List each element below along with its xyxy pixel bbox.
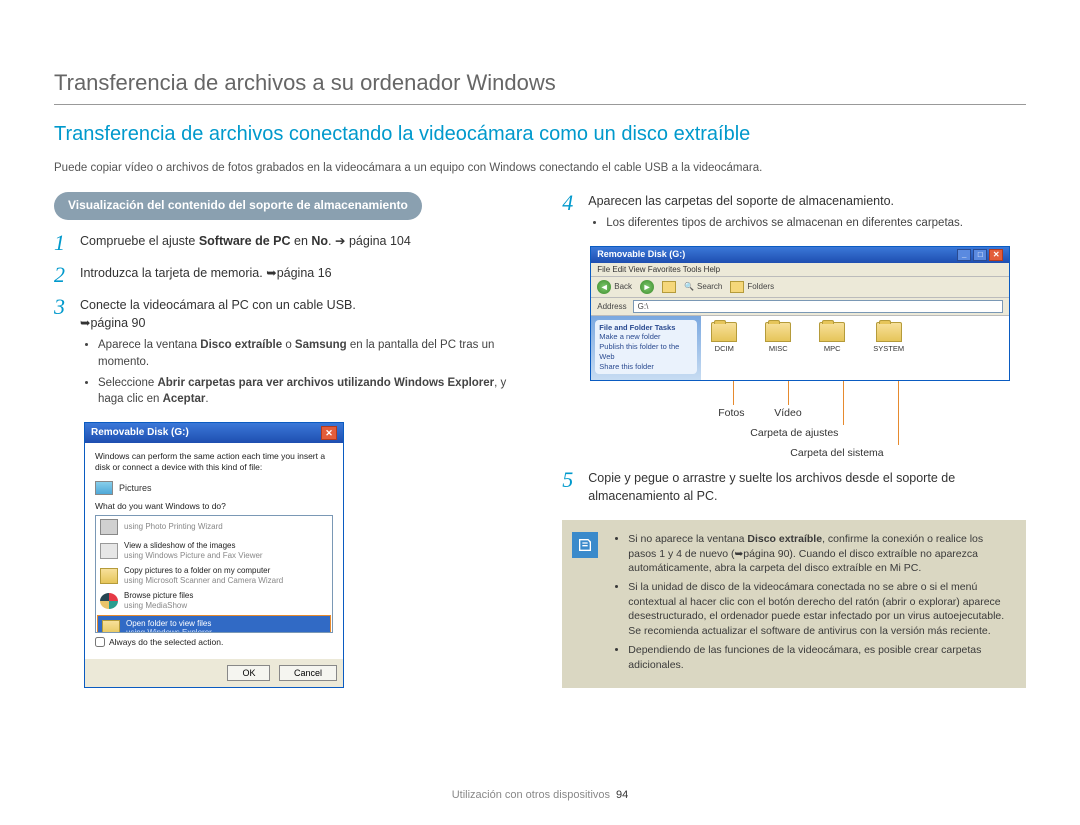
always-do-checkbox[interactable]: Always do the selected action. (95, 633, 333, 651)
copy-icon (100, 568, 118, 584)
ok-button[interactable]: OK (227, 665, 270, 681)
xp-dialog-question: What do you want Windows to do? (95, 501, 333, 511)
subsection-pill: Visualización del contenido del soporte … (54, 192, 422, 220)
xp-action-list[interactable]: using Photo Printing Wizard View a slide… (95, 515, 333, 633)
folder-callouts: Fotos Vídeo Carpeta de ajustes Carpeta d… (590, 381, 1010, 463)
up-button[interactable] (662, 281, 676, 293)
mediashow-icon (100, 593, 118, 609)
maximize-icon[interactable]: □ (973, 249, 987, 261)
explorer-folder-view[interactable]: DCIM MISC MPC SYSTEM (701, 316, 1009, 380)
xp-dialog-title: Removable Disk (G:) (91, 427, 189, 438)
xp-dialog-message: Windows can perform the same action each… (95, 451, 333, 473)
close-icon[interactable]: ✕ (989, 249, 1003, 261)
printer-icon (100, 519, 118, 535)
forward-button[interactable]: ► (640, 280, 654, 294)
step-3-body: Conecte la videocámara al PC con un cabl… (80, 296, 530, 412)
folder-mpc[interactable]: MPC (819, 322, 845, 353)
cancel-button[interactable]: Cancel (279, 665, 337, 681)
step-number-4: 4 (562, 192, 578, 214)
step-4-body: Aparecen las carpetas del soporte de alm… (588, 192, 963, 235)
back-button[interactable]: ◄Back (597, 280, 632, 294)
step-5-body: Copie y pegue o arrastre y suelte los ar… (588, 469, 1026, 507)
search-button[interactable]: 🔍 Search (684, 282, 722, 291)
minimize-icon[interactable]: _ (957, 249, 971, 261)
step-1-body: Compruebe el ajuste Software de PC en No… (80, 232, 411, 251)
step-2-body: Introduzca la tarjeta de memoria. ➥págin… (80, 264, 332, 283)
step-number-5: 5 (562, 469, 578, 491)
explorer-menu[interactable]: File Edit View Favorites Tools Help (591, 263, 1009, 277)
explorer-sidebar: File and Folder Tasks Make a new folder … (591, 316, 701, 380)
step-number-1: 1 (54, 232, 70, 254)
step-number-2: 2 (54, 264, 70, 286)
slideshow-icon (100, 543, 118, 559)
section-title: Transferencia de archivos conectando la … (54, 123, 1026, 146)
explorer-window: Removable Disk (G:) _ □ ✕ File Edit View… (590, 246, 1010, 381)
xp-pictures-label: Pictures (119, 483, 152, 493)
folder-system[interactable]: SYSTEM (873, 322, 904, 353)
address-label: Address (597, 302, 626, 311)
note-icon (572, 532, 598, 558)
pictures-icon (95, 481, 113, 495)
close-icon[interactable]: ✕ (321, 426, 337, 440)
address-input[interactable]: G:\ (633, 300, 1004, 313)
page-footer: Utilización con otros dispositivos94 (0, 789, 1080, 801)
folder-icon (102, 620, 120, 633)
step-number-3: 3 (54, 296, 70, 318)
note-box: Si no aparece la ventana Disco extraíble… (562, 520, 1026, 688)
page-title: Transferencia de archivos a su ordenador… (54, 70, 1026, 105)
explorer-title: Removable Disk (G:) (597, 249, 685, 261)
folder-dcim[interactable]: DCIM (711, 322, 737, 353)
intro-text: Puede copiar vídeo o archivos de fotos g… (54, 160, 1026, 176)
explorer-toolbar: ◄Back ► 🔍 Search Folders (591, 277, 1009, 298)
folder-misc[interactable]: MISC (765, 322, 791, 353)
folders-button[interactable]: Folders (730, 281, 774, 293)
xp-autoplay-dialog: Removable Disk (G:) ✕ Windows can perfor… (84, 422, 344, 688)
